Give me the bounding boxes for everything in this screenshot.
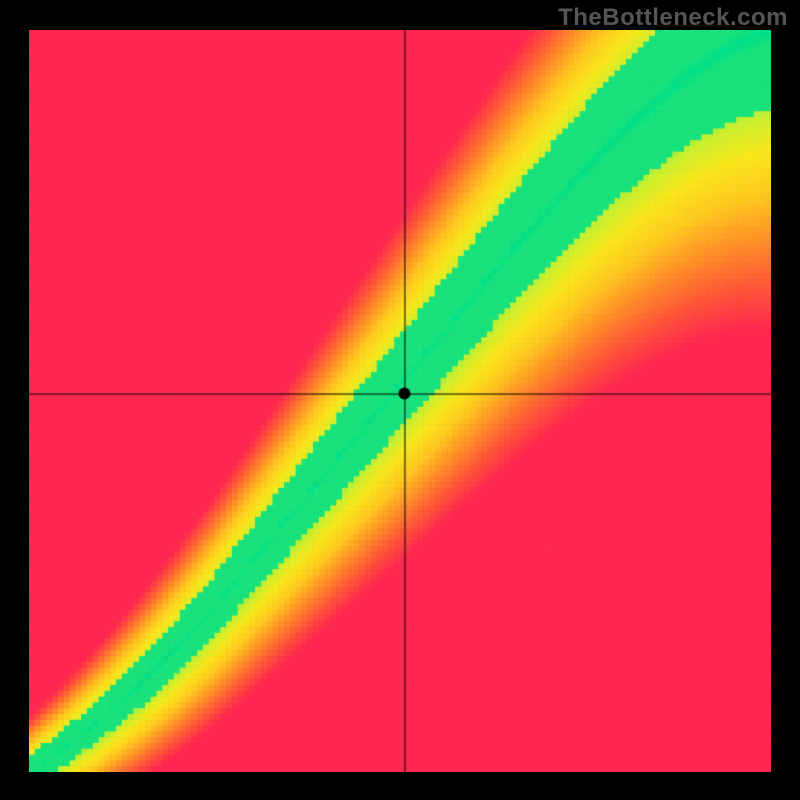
chart-container: { "watermark": { "text": "TheBottleneck.… [0,0,800,800]
watermark-text: TheBottleneck.com [558,4,788,32]
crosshair-overlay [29,30,771,772]
